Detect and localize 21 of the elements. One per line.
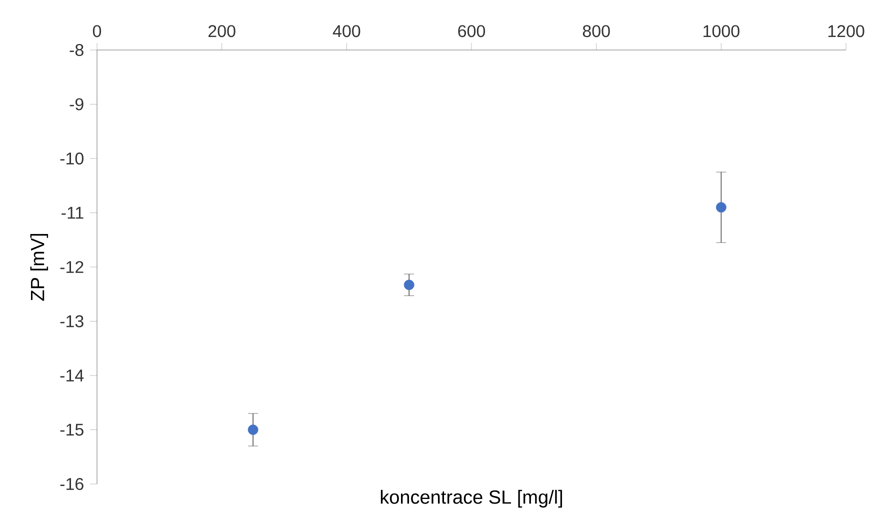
x-tick-label: 1000 <box>704 25 740 38</box>
x-tick-label: 800 <box>582 25 610 38</box>
y-tick-label: -10 <box>60 152 84 165</box>
y-tick-label: -13 <box>60 315 84 328</box>
point <box>248 424 258 435</box>
y-tick-label: -15 <box>60 424 84 436</box>
y-tick-label: -8 <box>70 44 84 56</box>
x-tick-label: 1200 <box>828 25 864 38</box>
y-axis-title: ZP [mV] <box>30 234 48 301</box>
y-tick-label: -16 <box>60 478 84 490</box>
y-tick-label: -12 <box>60 261 84 273</box>
x-tick-label: 400 <box>332 25 360 38</box>
x-axis-title: koncentrace SL [mg/l] <box>380 490 562 508</box>
y-tick-label: -11 <box>62 206 84 219</box>
y-tick-label: -14 <box>60 370 84 382</box>
x-tick-label: 0 <box>92 25 102 38</box>
point <box>716 202 726 213</box>
y-tick-label: -9 <box>70 98 84 110</box>
x-tick-label: 600 <box>458 25 486 38</box>
x-tick-label: 200 <box>208 25 236 38</box>
point <box>404 280 414 290</box>
